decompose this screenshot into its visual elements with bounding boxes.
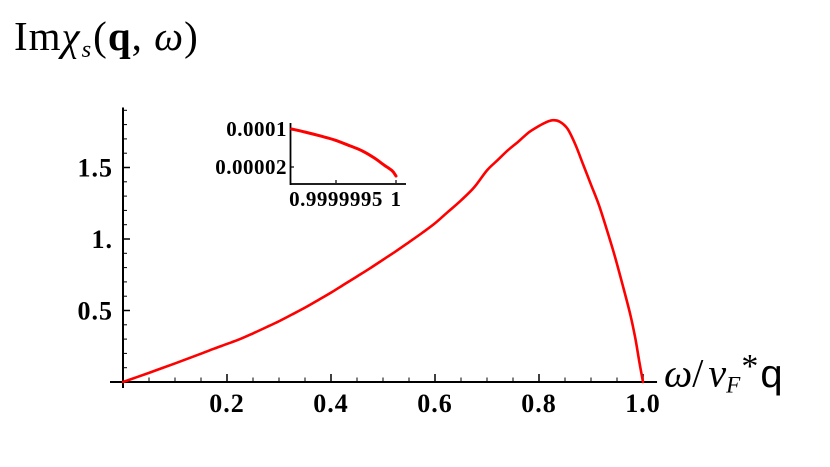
main-curve xyxy=(121,118,645,384)
inset-x-tick-label: 1 xyxy=(391,187,402,211)
x-label-omega: ω xyxy=(664,350,693,396)
inset-y-tick-label: 0.00002 xyxy=(215,155,287,179)
x-label-v: v xyxy=(708,350,727,396)
title-comma: , xyxy=(131,13,155,59)
main-y-tick-label: 1.5 xyxy=(78,154,114,183)
plot-title: Imχs(q, ω) xyxy=(14,12,199,64)
main-x-tick-label: 0.8 xyxy=(521,389,557,418)
main-x-tick-label: 0.4 xyxy=(313,389,349,418)
inset-x-tick-label: 0.9999995 xyxy=(289,187,383,211)
main-x-tick-label: 0.6 xyxy=(417,389,453,418)
title-subscript-s: s xyxy=(81,35,93,63)
main-x-tick-label: 0.2 xyxy=(209,389,245,418)
title-chi: χ xyxy=(61,13,81,59)
x-axis-label: ω/vF*q xyxy=(664,348,783,399)
inset-curve xyxy=(290,127,398,178)
x-label-q: q xyxy=(760,351,783,396)
inset-y-tick-label: 0.0001 xyxy=(226,117,287,141)
title-open-paren: ( xyxy=(93,13,108,59)
title-omega: ω xyxy=(154,13,185,59)
title-close-paren: ) xyxy=(184,13,199,59)
title-im: Im xyxy=(14,13,62,59)
x-label-slash: / xyxy=(692,350,704,396)
main-y-tick-label: 1. xyxy=(92,225,114,254)
main-y-tick-label: 0.5 xyxy=(78,297,114,326)
x-label-asterisk: * xyxy=(741,348,759,385)
main-x-tick-label: 1.0 xyxy=(625,389,661,418)
title-q-bold: q xyxy=(107,13,132,59)
x-label-subscript-F: F xyxy=(726,372,741,399)
